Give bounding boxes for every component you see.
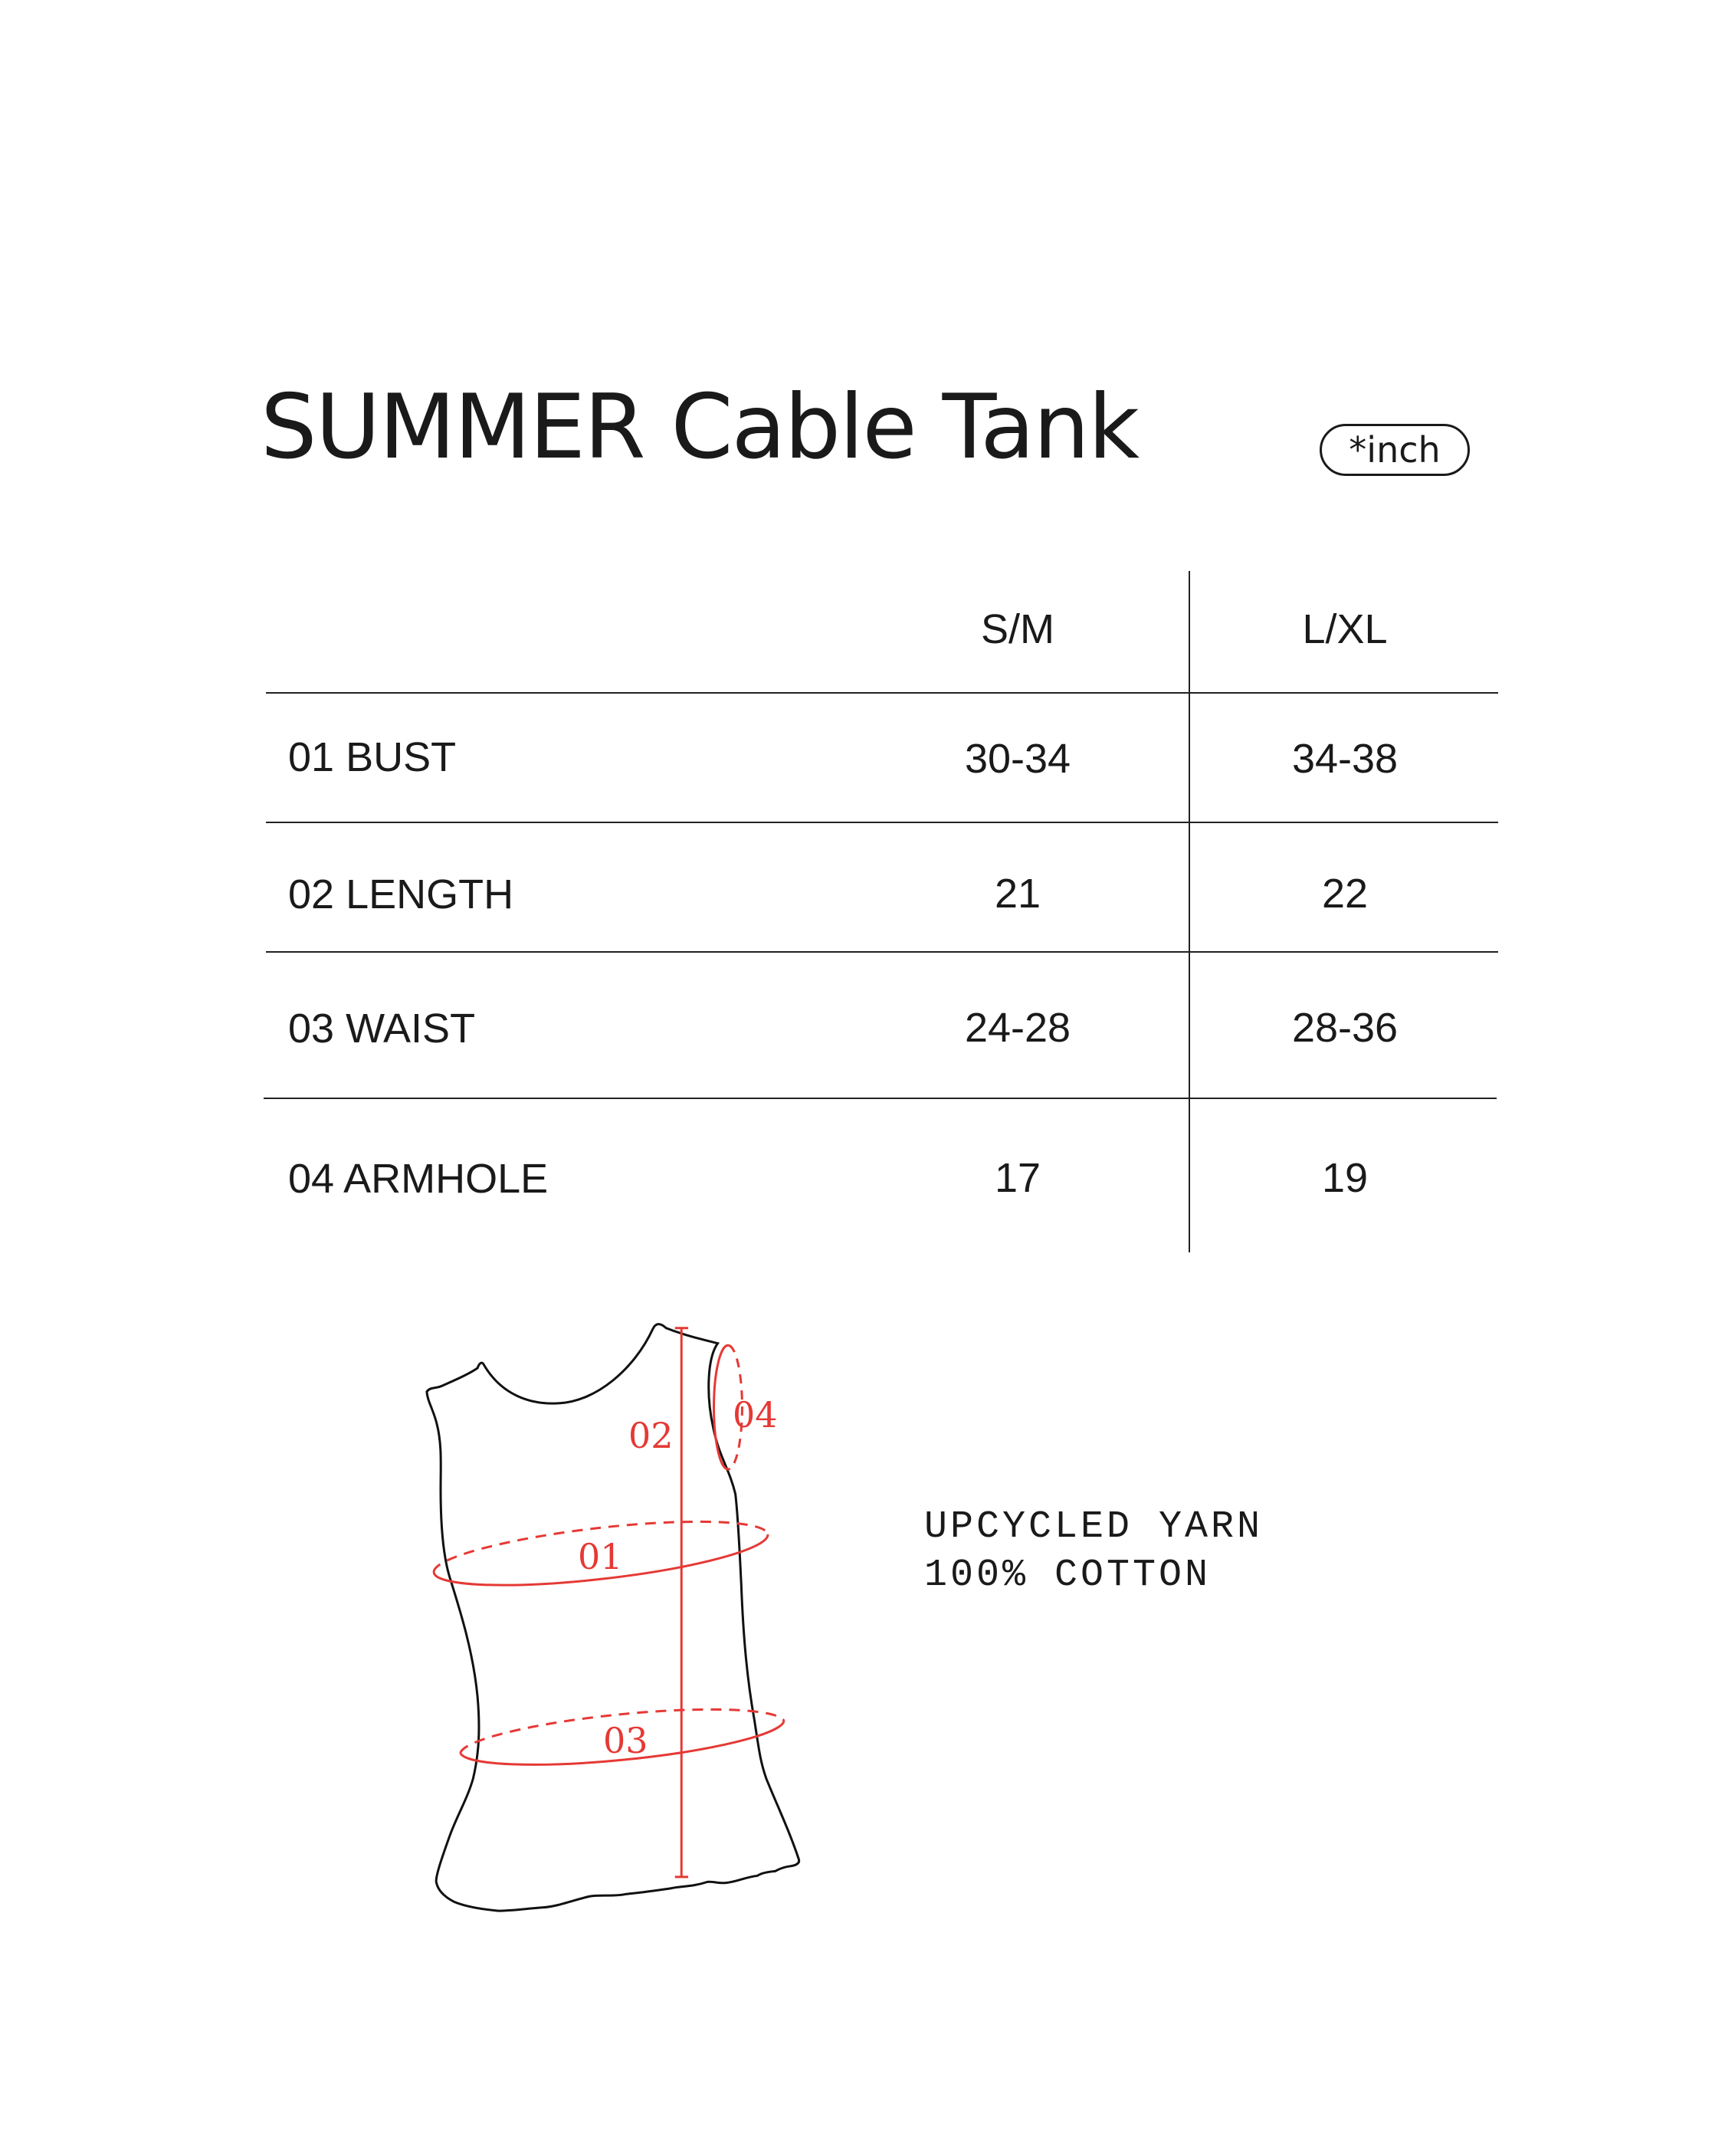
column-header-sm: S/M bbox=[980, 606, 1055, 652]
unit-badge: *inch bbox=[1320, 424, 1470, 476]
bust-measure bbox=[434, 1521, 768, 1585]
length-label: 02 bbox=[628, 1415, 674, 1456]
column-divider bbox=[1189, 571, 1190, 1252]
row-label: 02 LENGTH bbox=[288, 871, 514, 917]
table-cell: 19 bbox=[1321, 1155, 1369, 1201]
armhole-measure bbox=[714, 1345, 743, 1469]
bust-label: 01 bbox=[578, 1536, 623, 1577]
material-line: 100% COTTON bbox=[924, 1554, 1212, 1597]
waist-label: 03 bbox=[603, 1720, 648, 1761]
tank-top-diagram bbox=[383, 1288, 843, 1931]
table-cell: 28-36 bbox=[1291, 1005, 1399, 1051]
table-cell: 34-38 bbox=[1291, 736, 1399, 782]
divider bbox=[266, 822, 1498, 823]
waist-measure bbox=[461, 1709, 784, 1764]
armhole-label: 04 bbox=[733, 1394, 778, 1436]
table-cell: 21 bbox=[994, 871, 1041, 917]
garment-outline bbox=[427, 1324, 799, 1911]
divider bbox=[266, 951, 1498, 953]
column-header-lxl: L/XL bbox=[1302, 606, 1388, 652]
table-cell: 30-34 bbox=[964, 736, 1071, 782]
divider bbox=[266, 692, 1498, 694]
page-title: SUMMER Cable Tank bbox=[261, 376, 1140, 479]
table-cell: 24-28 bbox=[964, 1005, 1071, 1051]
length-measure bbox=[675, 1328, 688, 1877]
divider bbox=[264, 1098, 1497, 1099]
row-label: 03 WAIST bbox=[288, 1006, 476, 1052]
material-line: UPCYCLED YARN bbox=[924, 1505, 1264, 1549]
table-cell: 17 bbox=[994, 1155, 1041, 1201]
table-cell: 22 bbox=[1321, 871, 1369, 917]
row-label: 01 BUST bbox=[288, 734, 457, 780]
row-label: 04 ARMHOLE bbox=[288, 1156, 549, 1202]
